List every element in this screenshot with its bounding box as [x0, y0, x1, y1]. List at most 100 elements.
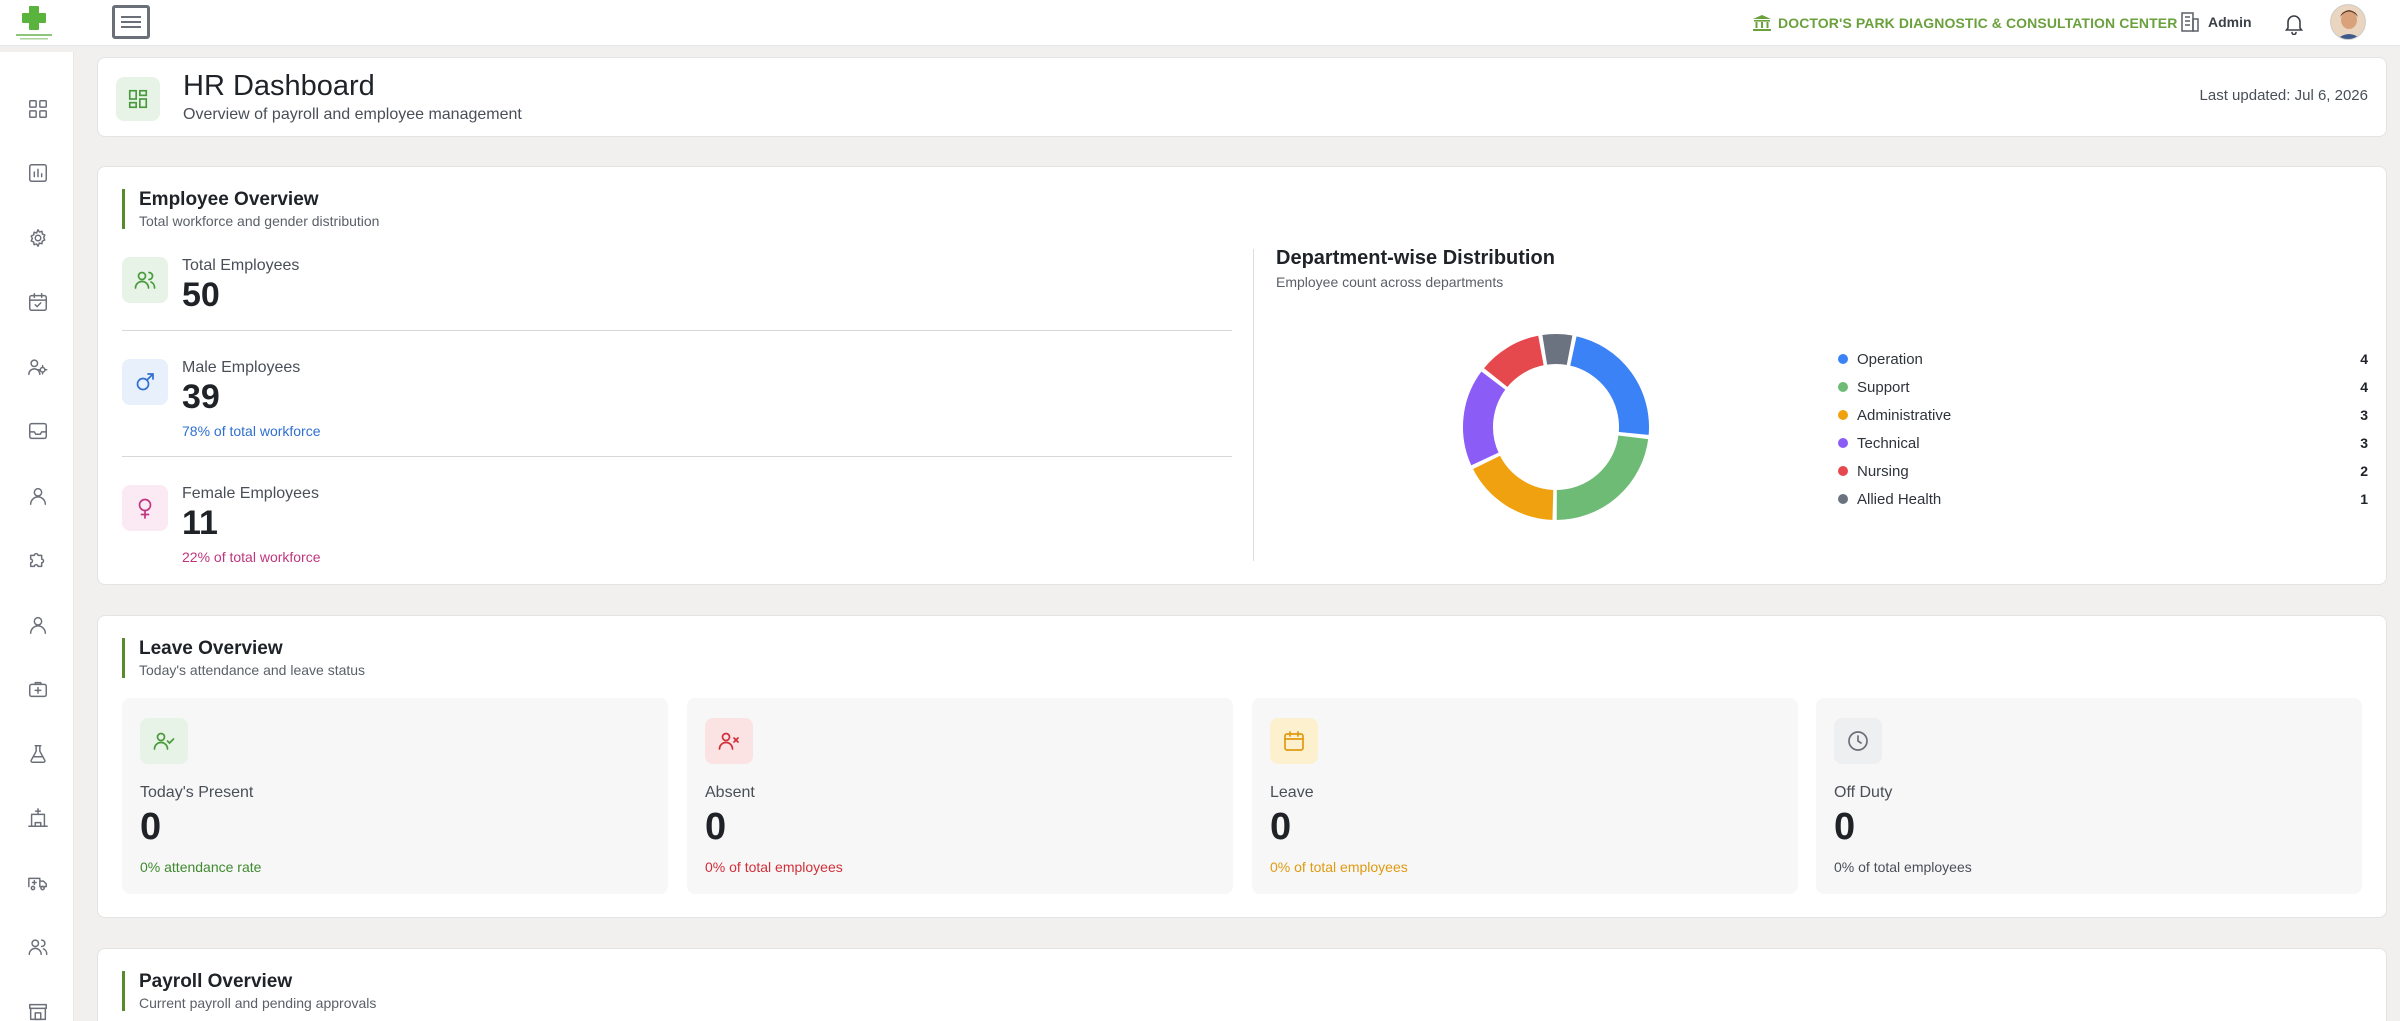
dashboard-icon — [116, 77, 160, 121]
user-name-label: Admin — [2208, 14, 2252, 30]
building-columns-icon — [1753, 15, 1771, 31]
users-icon — [122, 257, 168, 303]
legend-swatch — [1838, 438, 1848, 448]
stat-value: 39 — [182, 378, 220, 416]
menu-line-icon — [121, 16, 141, 18]
legend-item[interactable]: Support 4 — [1838, 373, 2368, 401]
menu-line-icon — [121, 21, 141, 23]
stat-value: 50 — [182, 276, 220, 314]
hospital-icon[interactable] — [26, 806, 50, 830]
user-check-icon — [140, 718, 188, 764]
app-logo[interactable] — [12, 4, 56, 42]
tile-note: 0% of total employees — [705, 859, 843, 875]
donut-slice-technical[interactable] — [1461, 368, 1509, 468]
section-subtitle: Today's attendance and leave status — [139, 662, 366, 678]
users-cog-icon[interactable] — [26, 355, 50, 379]
avatar[interactable] — [2330, 4, 2366, 40]
user-icon[interactable] — [26, 484, 50, 508]
menu-toggle-button[interactable] — [112, 5, 150, 39]
inbox-icon[interactable] — [26, 419, 50, 443]
bar-chart-icon[interactable] — [26, 161, 50, 185]
tile-note: 0% attendance rate — [140, 859, 262, 875]
page-header: HR Dashboard Overview of payroll and emp… — [97, 57, 2387, 137]
grid-icon[interactable] — [26, 97, 50, 121]
legend-swatch — [1838, 354, 1848, 364]
legend-item[interactable]: Technical 3 — [1838, 429, 2368, 457]
legend-value: 4 — [2360, 379, 2368, 395]
center-name[interactable]: DOCTOR'S PARK DIAGNOSTIC & CONSULTATION … — [1752, 12, 2177, 34]
store-icon[interactable] — [26, 1000, 50, 1021]
legend-swatch — [1838, 494, 1848, 504]
chart-title: Department-wise Distribution — [1276, 247, 1555, 269]
tile-label: Absent — [705, 784, 755, 801]
legend-item[interactable]: Operation 4 — [1838, 345, 2368, 373]
male-employees-stat: Male Employees 39 78% of total workforce — [122, 359, 1232, 439]
legend-value: 4 — [2360, 351, 2368, 367]
donut-slice-support[interactable] — [1554, 433, 1651, 523]
page-subtitle: Overview of payroll and employee managem… — [183, 106, 522, 123]
settings-icon[interactable] — [26, 226, 50, 250]
present-tile[interactable]: Today's Present 0 0% attendance rate — [122, 698, 668, 894]
puzzle-icon[interactable] — [26, 548, 50, 572]
legend-item[interactable]: Nursing 2 — [1838, 457, 2368, 485]
leave-overview-card: Leave Overview Today's attendance and le… — [97, 615, 2387, 918]
flask-icon[interactable] — [26, 742, 50, 766]
legend-value: 3 — [2360, 407, 2368, 423]
top-bar: DOCTOR'S PARK DIAGNOSTIC & CONSULTATION … — [0, 0, 2400, 46]
divider — [122, 330, 1232, 331]
total-employees-stat: Total Employees 50 — [122, 257, 1232, 317]
absent-tile[interactable]: Absent 0 0% of total employees — [687, 698, 1233, 894]
stat-label: Male Employees — [182, 359, 301, 376]
calendar-check-icon[interactable] — [26, 290, 50, 314]
donut-slice-nursing[interactable] — [1481, 333, 1546, 390]
calendar-icon — [1270, 718, 1318, 764]
stat-label: Female Employees — [182, 485, 319, 502]
user-x-icon — [705, 718, 753, 764]
donut-slice-operation[interactable] — [1567, 333, 1651, 438]
medical-case-icon[interactable] — [26, 677, 50, 701]
last-updated: Last updated: Jul 6, 2026 — [2199, 87, 2368, 104]
chart-legend: Operation 4 Support 4 Administrative 3 Technic… — [1838, 345, 2368, 513]
page-title: HR Dashboard — [183, 70, 375, 102]
tile-label: Today's Present — [140, 784, 254, 801]
ambulance-icon[interactable] — [26, 871, 50, 895]
divider — [122, 456, 1232, 457]
center-name-label: DOCTOR'S PARK DIAGNOSTIC & CONSULTATION … — [1778, 15, 2178, 31]
leave-tile[interactable]: Leave 0 0% of total employees — [1252, 698, 1798, 894]
section-subtitle: Total workforce and gender distribution — [139, 213, 380, 229]
stat-note: 22% of total workforce — [182, 549, 321, 565]
tile-value: 0 — [1834, 806, 1856, 848]
tile-value: 0 — [1270, 806, 1292, 848]
employee-overview-card: Employee Overview Total workforce and ge… — [97, 166, 2387, 585]
users-icon[interactable] — [26, 935, 50, 959]
legend-label: Technical — [1857, 434, 1920, 452]
legend-label: Nursing — [1857, 462, 1909, 480]
section-subtitle: Current payroll and pending approvals — [139, 995, 377, 1011]
female-employees-stat: Female Employees 11 22% of total workfor… — [122, 485, 1232, 565]
tile-note: 0% of total employees — [1834, 859, 1972, 875]
donut-slice-administrative[interactable] — [1470, 453, 1556, 522]
leave-overview-header: Leave Overview Today's attendance and le… — [122, 638, 365, 678]
legend-item[interactable]: Administrative 3 — [1838, 401, 2368, 429]
donut-slice-allied-health[interactable] — [1540, 332, 1575, 368]
payroll-overview-header: Payroll Overview Current payroll and pen… — [122, 971, 376, 1011]
legend-item[interactable]: Allied Health 1 — [1838, 485, 2368, 513]
tile-value: 0 — [140, 806, 162, 848]
tile-label: Off Duty — [1834, 784, 1893, 801]
male-symbol-icon — [122, 359, 168, 405]
legend-label: Allied Health — [1857, 490, 1942, 508]
department-donut-chart[interactable] — [1456, 327, 1656, 527]
legend-label: Operation — [1857, 350, 1923, 368]
notification-bell-icon[interactable] — [2284, 13, 2304, 40]
section-title: Leave Overview — [139, 638, 283, 659]
off-duty-tile[interactable]: Off Duty 0 0% of total employees — [1816, 698, 2362, 894]
sidebar — [0, 52, 74, 1021]
user-menu[interactable]: Admin — [2180, 10, 2252, 34]
user-icon[interactable] — [26, 613, 50, 637]
office-building-icon — [2181, 12, 2199, 32]
female-symbol-icon — [122, 485, 168, 531]
menu-line-icon — [121, 26, 141, 28]
payroll-overview-card: Payroll Overview Current payroll and pen… — [97, 948, 2387, 1021]
legend-swatch — [1838, 410, 1848, 420]
stat-value: 11 — [182, 504, 218, 542]
